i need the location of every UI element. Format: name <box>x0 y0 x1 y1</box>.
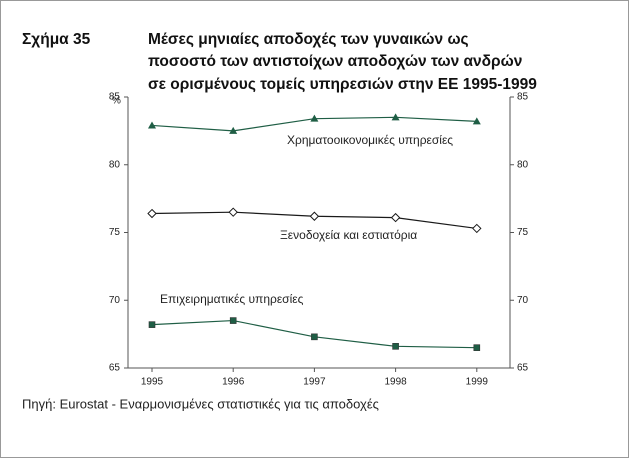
y2-tick-label: 85 <box>517 92 529 103</box>
marker <box>148 321 156 328</box>
marker <box>473 344 481 351</box>
y-unit: % <box>112 96 121 107</box>
marker <box>311 333 318 341</box>
series-label: Χρηματοοικονομικές υπηρεσίες <box>287 133 453 147</box>
marker <box>391 113 400 121</box>
marker <box>392 343 399 350</box>
y2-tick-label: 65 <box>517 363 529 374</box>
marker <box>390 212 401 223</box>
x-tick-label: 1996 <box>222 377 245 388</box>
chart-title: Μέσες μηνιαίες αποδοχές των γυναικών ως <box>148 31 469 48</box>
marker <box>229 317 237 324</box>
marker <box>309 211 320 221</box>
marker <box>310 114 319 122</box>
y-tick-label: 65 <box>109 363 121 374</box>
y-tick-label: 70 <box>109 295 121 306</box>
source: Πηγή: Eurostat - Εναρμονισμένες στατιστι… <box>22 396 379 411</box>
y-tick-label: 80 <box>109 159 121 170</box>
y-tick-label: 85 <box>109 92 121 103</box>
series-label: Επιχειρηματικές υπηρεσίες <box>160 292 304 306</box>
x-tick-label: 1998 <box>384 377 407 388</box>
x-tick-label: 1997 <box>303 377 326 388</box>
marker <box>228 207 238 217</box>
y2-tick-label: 75 <box>517 227 529 238</box>
marker <box>472 223 482 234</box>
marker <box>147 208 157 219</box>
marker <box>148 121 156 129</box>
figure-label: Σχήμα 35 <box>22 31 91 48</box>
y2-tick-label: 70 <box>517 295 529 306</box>
marker <box>229 126 238 134</box>
chart-title: ποσοστό των αντιστοίχων αποδοχών των ανδ… <box>148 53 522 70</box>
x-tick-label: 1995 <box>141 377 164 388</box>
y-tick-label: 75 <box>109 227 121 238</box>
series-label: Ξενοδοχεία και εστιατόρια <box>280 228 417 242</box>
chart-title: σε ορισμένους τομείς υπηρεσιών στην ΕΕ 1… <box>148 76 537 93</box>
x-tick-label: 1999 <box>466 377 489 388</box>
marker <box>472 117 481 125</box>
y2-tick-label: 80 <box>517 159 529 170</box>
